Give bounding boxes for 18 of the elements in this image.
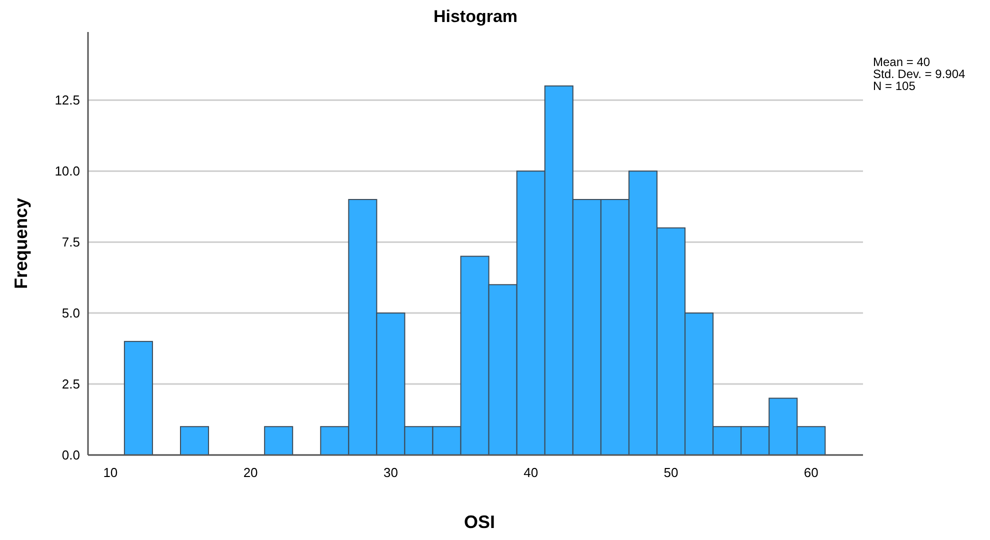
y-tick-label: 5.0 xyxy=(62,306,80,321)
y-tick-label: 0.0 xyxy=(62,448,80,463)
x-tick-label: 60 xyxy=(804,465,818,480)
x-tick-label: 10 xyxy=(103,465,118,480)
y-tick-label: 12.5 xyxy=(54,92,80,108)
x-tick-label: 50 xyxy=(664,465,678,480)
chart-title: Histogram xyxy=(433,7,518,26)
y-tick-label: 7.5 xyxy=(62,234,80,250)
x-tick-label: 40 xyxy=(524,465,538,480)
text: Std. Dev. = 9.904 xyxy=(873,67,966,81)
y-tick-label: 2.5 xyxy=(62,376,80,392)
x-tick-label: 20 xyxy=(243,465,258,480)
text: Mean = 40 xyxy=(873,55,930,69)
text: N = 105 xyxy=(873,79,916,93)
x-axis-title: OSI xyxy=(464,512,496,532)
y-axis-title: Frequency xyxy=(11,198,31,290)
y-tick-label: 10.0 xyxy=(54,164,80,179)
x-tick-label: 30 xyxy=(383,465,398,480)
